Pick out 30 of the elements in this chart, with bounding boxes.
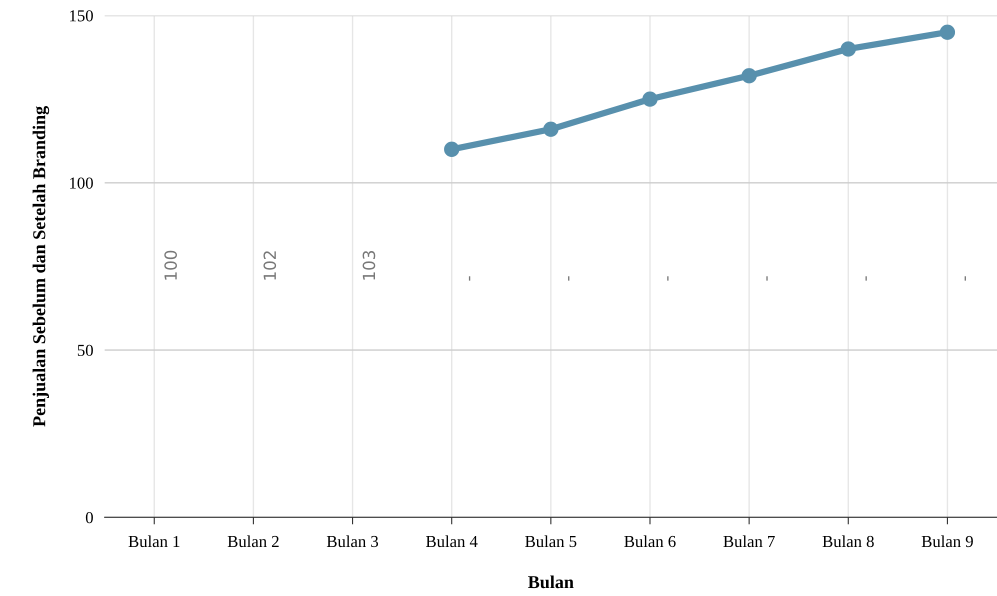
x-tick-label: Bulan 6 xyxy=(624,535,676,548)
point xyxy=(741,68,757,84)
point xyxy=(840,41,856,57)
point xyxy=(940,24,956,40)
y-tick-label: 50 xyxy=(78,344,93,356)
annotation: - xyxy=(766,276,768,281)
x-tick-label: Bulan 2 xyxy=(228,535,279,548)
annotation: 102 xyxy=(263,251,276,280)
y-tick-label: 150 xyxy=(70,10,93,22)
x-tick-label: Bulan 1 xyxy=(128,535,180,548)
annotation: - xyxy=(468,276,470,281)
y-tick-label: 100 xyxy=(70,177,93,189)
annotation: - xyxy=(865,276,867,281)
x-axis-title: Bulan xyxy=(528,576,574,588)
annotation: - xyxy=(568,276,570,281)
x-tick-label: Bulan 5 xyxy=(525,535,576,548)
x-tick-label: Bulan 7 xyxy=(723,535,775,548)
annotation: - xyxy=(964,276,966,281)
x-tick-label: Bulan 8 xyxy=(822,535,874,548)
annotation: - xyxy=(667,276,669,281)
point xyxy=(642,91,658,107)
annotation: 103 xyxy=(362,250,376,280)
annotation: 100 xyxy=(164,250,177,280)
x-tick-label: Bulan 4 xyxy=(426,535,478,548)
point xyxy=(543,122,558,137)
x-tick-label: Bulan 9 xyxy=(922,535,973,548)
point xyxy=(444,142,460,157)
y-tick-label: 0 xyxy=(86,512,93,524)
y-axis-title: Penjualan Sebelum dan Setelah Branding xyxy=(32,106,50,427)
x-tick-label: Bulan 3 xyxy=(326,535,378,548)
